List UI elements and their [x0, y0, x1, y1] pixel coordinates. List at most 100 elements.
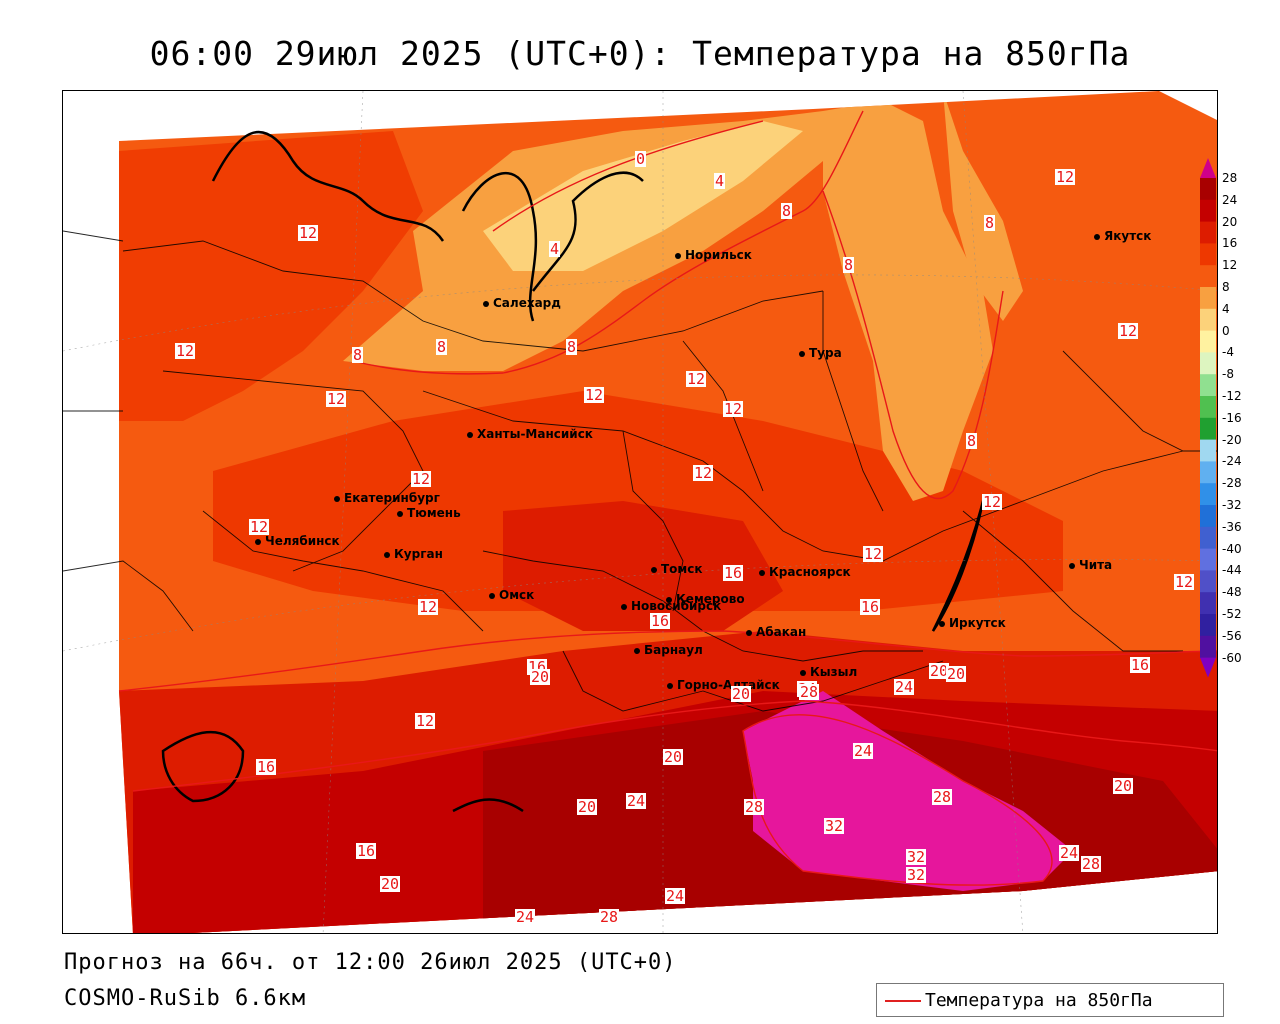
- scale-tick-label: -12: [1222, 389, 1242, 403]
- isotherm-value-label: 20: [929, 662, 950, 680]
- isotherm-value-label: 12: [1174, 573, 1195, 591]
- city-marker-icon: [666, 596, 672, 603]
- isotherm-value-label: 24: [853, 742, 874, 760]
- scale-tick-label: -40: [1222, 541, 1242, 556]
- city-name: Якутск: [1104, 229, 1152, 243]
- city-name: Тюмень: [407, 506, 461, 520]
- coastline: [161, 130, 985, 813]
- scale-tick-label: -16: [1222, 410, 1242, 425]
- isotherm-value-label: 20: [1113, 777, 1134, 795]
- city-marker-icon: [384, 551, 390, 558]
- scale-swatch: [1200, 570, 1216, 593]
- isotherm-value-label: 12: [584, 386, 605, 404]
- scale-swatch: [1200, 439, 1216, 462]
- scale-swatch: [1200, 243, 1216, 266]
- forecast-info: Прогноз на 66ч. от 12:00 26июл 2025 (UTC…: [64, 950, 677, 975]
- city-name: Новосибирск: [631, 599, 722, 613]
- city-label: Омск: [489, 588, 534, 602]
- isotherm-value-label: 24: [894, 678, 915, 696]
- isotherm-value-label: 12: [693, 464, 714, 482]
- scale-tick-label: 8: [1222, 280, 1230, 294]
- map-canvas: [63, 91, 1217, 933]
- isotherm-value-label: 24: [1059, 844, 1080, 862]
- scale-swatch: [1200, 330, 1216, 353]
- isotherm-value-label: 8: [966, 432, 978, 450]
- graticule: [63, 91, 1217, 933]
- city-name: Ханты-Мансийск: [477, 427, 593, 441]
- color-scale-bar: [1200, 158, 1216, 678]
- city-name: Тура: [809, 346, 842, 360]
- city-name: Барнаул: [644, 643, 703, 657]
- city-marker-icon: [621, 603, 627, 610]
- scale-tick-label: -44: [1222, 563, 1242, 578]
- isotherm-value-label: 8: [436, 338, 448, 356]
- isotherm-value-label: 12: [1118, 322, 1139, 340]
- scale-swatch: [1200, 287, 1216, 310]
- scale-swatch: [1200, 614, 1216, 637]
- isotherm-value-label: 16: [860, 598, 881, 616]
- temperature-field: [119, 91, 1217, 933]
- city-label: Томск: [651, 562, 703, 576]
- scale-tick-label: -52: [1222, 607, 1242, 621]
- isotherm-value-label: 20: [731, 685, 752, 703]
- isotherm-value-label: 28: [799, 683, 820, 701]
- scale-tick-label: -28: [1222, 476, 1242, 491]
- isotherm-value-label: 16: [650, 612, 671, 630]
- city-marker-icon: [675, 252, 681, 259]
- isotherm-value-label: 16: [256, 758, 277, 776]
- city-marker-icon: [334, 495, 340, 502]
- temperature-map: Салехард Норильск Якутск Тура Ханты-Мансийск…: [62, 90, 1218, 934]
- city-name: Абакан: [756, 625, 807, 639]
- scale-swatch: [1200, 592, 1216, 615]
- scale-tick-label: 24: [1222, 192, 1238, 207]
- city-marker-icon: [1069, 562, 1075, 569]
- isotherm-value-label: 24: [626, 792, 647, 810]
- city-marker-icon: [397, 510, 403, 517]
- city-marker-icon: [667, 682, 673, 689]
- scale-swatch: [1200, 461, 1216, 484]
- city-label: Кемерово: [666, 592, 745, 606]
- scale-swatch: [1200, 199, 1216, 223]
- city-name: Кемерово: [676, 592, 745, 606]
- city-label: Норильск: [675, 248, 752, 262]
- scale-swatch: [1200, 526, 1216, 550]
- scale-swatch: [1200, 374, 1216, 397]
- city-label: Ханты-Мансийск: [467, 427, 593, 441]
- scale-swatch: [1200, 548, 1216, 571]
- city-marker-icon: [759, 569, 765, 576]
- scale-tick-label: -20: [1222, 432, 1242, 447]
- isotherm-value-label: 28: [599, 908, 620, 926]
- city-name: Чита: [1079, 558, 1113, 572]
- scale-tick-label: -4: [1222, 345, 1234, 360]
- city-name: Курган: [394, 547, 443, 561]
- scale-swatch: [1200, 308, 1216, 332]
- isotherm-value-label: 32: [824, 817, 845, 835]
- scale-swatch: [1200, 505, 1216, 528]
- city-marker-icon: [800, 669, 806, 676]
- city-marker-icon: [799, 350, 805, 357]
- scale-tick-label: -24: [1222, 454, 1242, 469]
- city-label: Барнаул: [634, 643, 703, 657]
- scale-swatch: [1200, 221, 1216, 244]
- city-marker-icon: [483, 300, 489, 307]
- city-name: Томск: [661, 562, 703, 576]
- scale-swatch: [1200, 396, 1216, 419]
- city-label: Горно-Алтайск: [667, 678, 780, 692]
- map-title: 06:00 29июл 2025 (UTC+0): Температура на…: [149, 34, 1131, 73]
- isotherm-value-label: 12: [326, 390, 347, 408]
- map-legend: Температура на 850гПа: [876, 983, 1224, 1017]
- isotherm-value-label: 12: [1055, 168, 1076, 186]
- isotherm-value-label: 24: [665, 887, 686, 905]
- city-name: Кызыл: [810, 665, 858, 679]
- city-label: Тюмень: [397, 506, 461, 520]
- city-name: Екатеринбург: [344, 491, 440, 505]
- isotherm-value-label: 32: [906, 848, 927, 866]
- scale-tick-label: -32: [1222, 498, 1242, 512]
- isotherm-value-label: 20: [946, 665, 967, 683]
- city-name: Горно-Алтайск: [677, 678, 780, 692]
- isotherm-value-label: 20: [577, 798, 598, 816]
- city-label: Чита: [1069, 558, 1112, 572]
- isotherm-value-label: 28: [932, 788, 953, 806]
- city-marker-icon: [1094, 233, 1100, 240]
- isotherm-value-label: 12: [415, 712, 436, 730]
